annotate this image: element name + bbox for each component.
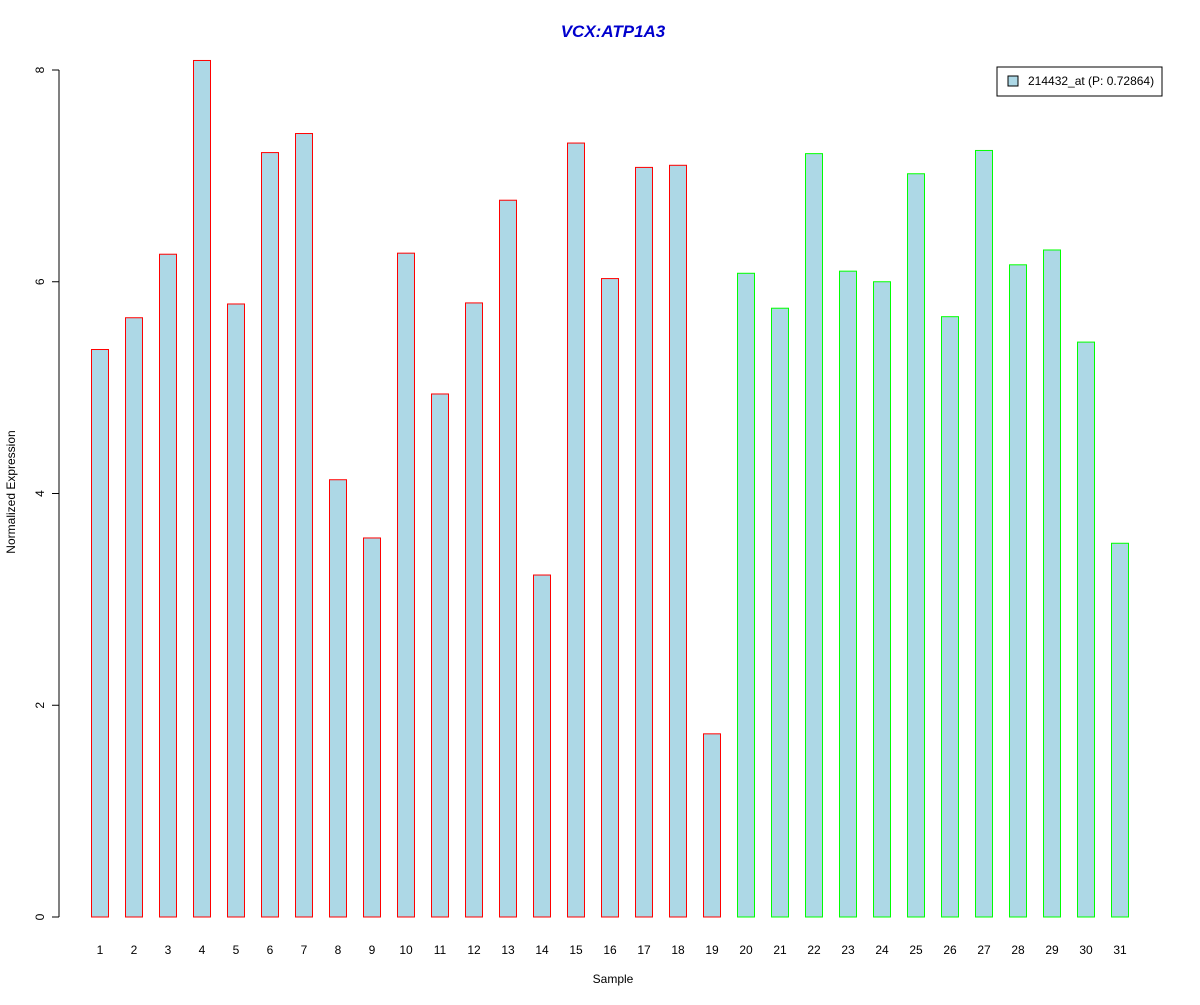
bars-group [91,59,1129,918]
bar-sample-13 [499,199,517,918]
bar-sample-27 [975,149,993,918]
bar-sample-25 [907,173,925,918]
y-tick-label: 6 [33,278,47,285]
bar-sample-4 [193,59,211,918]
bar-sample-17 [635,166,653,918]
x-tick-label-12: 12 [467,943,481,957]
legend: 214432_at (P: 0.72864) [996,66,1163,97]
y-tick-label: 0 [33,913,47,920]
bar-sample-14 [533,574,551,918]
legend-label: 214432_at (P: 0.72864) [1028,74,1154,88]
x-tick-label-8: 8 [335,943,342,957]
bar-sample-9 [363,537,381,918]
chart-title: VCX:ATP1A3 [561,22,666,41]
bar-sample-10 [397,252,415,918]
x-tick-labels: 1 2 3 4 5 6 7 8 9 10 11 12 13 14 15 16 17 18 19 20 21 22 23 24 2… [97,943,1127,957]
bar-sample-16 [601,278,619,918]
bar-sample-22 [805,153,823,918]
bar-sample-23 [839,270,857,918]
bar-sample-31 [1111,542,1129,918]
x-tick-label-16: 16 [603,943,617,957]
x-tick-label-18: 18 [671,943,685,957]
x-tick-label-6: 6 [267,943,274,957]
bar-sample-15 [567,142,585,918]
x-tick-label-3: 3 [165,943,172,957]
legend-box [996,66,1163,97]
x-tick-label-15: 15 [569,943,583,957]
x-tick-label-17: 17 [637,943,651,957]
x-tick-label-30: 30 [1079,943,1093,957]
bar-sample-6 [261,152,279,918]
x-tick-label-13: 13 [501,943,515,957]
x-tick-label-2: 2 [131,943,138,957]
bar-sample-26 [941,316,959,918]
bar-sample-18 [669,164,687,918]
x-tick-label-1: 1 [97,943,104,957]
bar-sample-7 [295,133,313,918]
x-tick-label-29: 29 [1045,943,1059,957]
bar-sample-20 [737,272,755,918]
bar-sample-12 [465,302,483,918]
bar-sample-24 [873,281,891,918]
y-tick-label: 4 [33,490,47,497]
x-tick-label-19: 19 [705,943,719,957]
x-tick-label-5: 5 [233,943,240,957]
bar-sample-30 [1077,341,1095,918]
x-tick-label-20: 20 [739,943,753,957]
bar-sample-2 [125,317,143,918]
x-tick-label-14: 14 [535,943,549,957]
y-tick-label: 8 [33,66,47,73]
x-tick-label-4: 4 [199,943,206,957]
bar-sample-28 [1009,264,1027,918]
x-tick-label-7: 7 [301,943,308,957]
bar-sample-5 [227,303,245,918]
x-tick-label-24: 24 [875,943,889,957]
bar-sample-29 [1043,249,1061,918]
bar-sample-19 [703,733,721,918]
bar-sample-21 [771,307,789,918]
x-tick-label-21: 21 [773,943,787,957]
x-tick-label-26: 26 [943,943,957,957]
x-tick-label-10: 10 [399,943,413,957]
x-tick-label-23: 23 [841,943,855,957]
x-tick-label-11: 11 [434,943,447,957]
bar-sample-8 [329,479,347,918]
x-axis-label: Sample [593,972,634,986]
x-tick-label-27: 27 [977,943,991,957]
x-tick-label-31: 31 [1113,943,1127,957]
y-axis-label: Normalized Expression [4,430,18,553]
bar-sample-1 [91,349,109,918]
bar-sample-3 [159,253,177,918]
y-tick-label: 2 [33,702,47,709]
x-tick-label-28: 28 [1011,943,1025,957]
y-axis: 0 2 4 6 8 [33,66,60,920]
x-tick-label-9: 9 [369,943,376,957]
legend-swatch [1007,75,1019,87]
x-tick-label-25: 25 [909,943,923,957]
x-tick-label-22: 22 [807,943,821,957]
bar-sample-11 [431,393,449,918]
